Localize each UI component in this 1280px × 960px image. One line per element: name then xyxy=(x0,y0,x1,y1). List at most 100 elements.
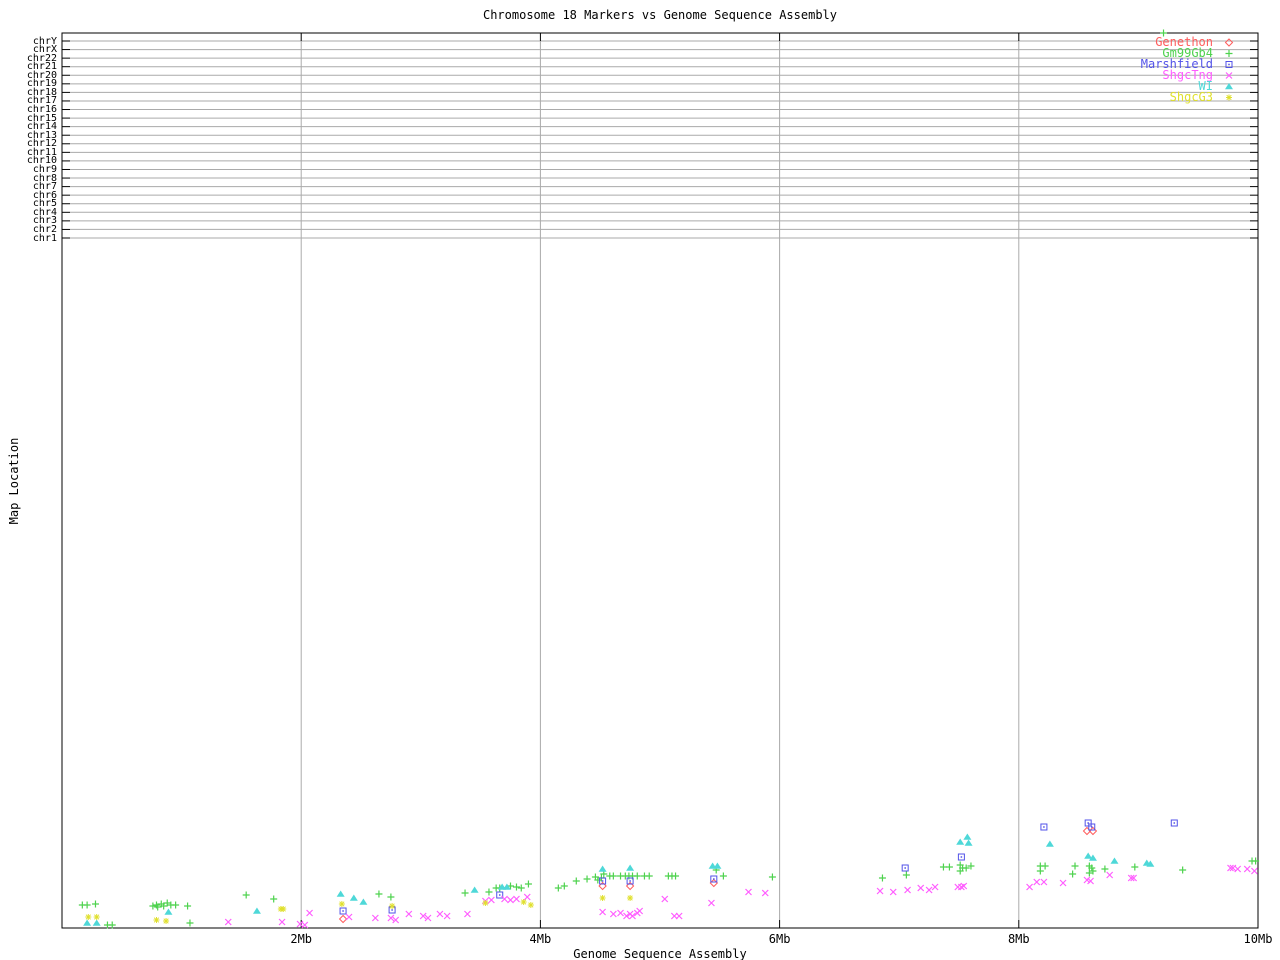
legend-open-diamond-icon xyxy=(1224,38,1234,47)
shgcg3-marker xyxy=(93,914,100,920)
shgctng-marker xyxy=(636,907,644,915)
legend-item: WI xyxy=(1141,79,1236,93)
marshfield-marker xyxy=(713,878,715,880)
shgcg3-marker xyxy=(163,918,170,924)
wi-marker xyxy=(83,919,92,926)
gm99gb4-marker xyxy=(83,901,91,909)
gm99gb4-marker xyxy=(387,893,395,901)
marshfield-marker xyxy=(1084,819,1092,827)
gm99gb4-marker xyxy=(878,874,886,882)
chart-title: Chromosome 18 Markers vs Genome Sequence… xyxy=(482,8,837,22)
shgctng-marker xyxy=(507,896,514,904)
legend-label: WI xyxy=(1198,79,1213,93)
marshfield-marker xyxy=(710,875,718,883)
shgcg3-marker xyxy=(338,901,345,907)
legend-label: Genethon xyxy=(1155,35,1213,49)
marshfield-marker xyxy=(1088,823,1096,831)
wi-marker xyxy=(1084,852,1093,859)
shgctng-marker xyxy=(419,912,427,920)
shgctng-marker xyxy=(889,888,897,896)
genethon-marker xyxy=(709,878,719,888)
shgctng-marker xyxy=(443,912,451,920)
marshfield-marker xyxy=(960,856,963,858)
shgctng-marker xyxy=(1106,871,1114,879)
shgctng-marker xyxy=(405,910,413,918)
legend-cross-icon xyxy=(1225,72,1233,79)
gm99gb4-marker xyxy=(1089,867,1097,875)
wi-marker xyxy=(252,907,261,914)
wi-marker xyxy=(164,908,173,915)
shgctng-marker xyxy=(609,910,617,918)
legend-open-square-dot-icon xyxy=(1228,63,1230,66)
wi-marker xyxy=(1045,840,1054,847)
shgctng-marker xyxy=(1033,878,1041,886)
legend-item: Gm99Gb4 xyxy=(1141,47,1236,59)
shgctng-marker xyxy=(708,899,715,907)
gm99gb4-marker xyxy=(645,872,653,880)
wi-marker xyxy=(1088,854,1097,861)
gm99gb4-marker xyxy=(1131,863,1139,871)
shgctng-marker xyxy=(1087,877,1094,885)
marshfield-marker xyxy=(498,894,501,896)
gm99gb4-marker xyxy=(1160,29,1168,37)
genethon-marker xyxy=(625,881,635,891)
legend-item: ShgcTng xyxy=(1141,69,1236,81)
marshfield-marker xyxy=(904,867,906,869)
gm99gb4-marker xyxy=(962,864,970,872)
shgctng-marker xyxy=(301,921,309,929)
legend-open-square-dot-icon xyxy=(1225,61,1233,68)
wi-marker xyxy=(1110,857,1119,864)
shgctng-marker xyxy=(617,909,624,917)
marshfield-marker xyxy=(601,880,604,882)
gm99gb4-marker xyxy=(517,884,525,892)
gm99gb4-marker xyxy=(242,891,250,899)
shgctng-marker xyxy=(1234,865,1242,873)
shgctng-marker xyxy=(501,895,508,903)
shgctng-marker xyxy=(224,918,232,926)
gm99gb4-marker xyxy=(902,871,910,879)
gm99gb4-marker xyxy=(163,899,171,907)
shgctng-marker xyxy=(675,912,683,920)
shgctng-marker xyxy=(1040,878,1048,886)
legend-triangle-icon xyxy=(1225,83,1233,90)
legend-label: Marshfield xyxy=(1140,57,1213,71)
shgctng-marker xyxy=(345,913,353,921)
gm99gb4-marker xyxy=(609,872,617,880)
wi-marker xyxy=(349,894,358,901)
legend-triangle-icon xyxy=(1225,83,1233,90)
gm99gb4-marker xyxy=(485,888,493,896)
gm99gb4-marker xyxy=(594,876,602,884)
legend-star-icon xyxy=(1226,94,1232,101)
gm99gb4-marker xyxy=(461,889,469,897)
legend-label: ShgcG3 xyxy=(1169,90,1213,104)
marshfield-marker xyxy=(1040,823,1048,831)
wi-marker xyxy=(502,883,511,890)
plot-border xyxy=(61,32,1259,929)
wi-marker xyxy=(92,919,101,926)
shgcg3-marker xyxy=(153,917,160,923)
marshfield-marker xyxy=(339,907,347,915)
gm99gb4-marker xyxy=(160,902,168,910)
legend-plus-icon xyxy=(1225,50,1233,57)
shgctng-marker xyxy=(745,888,752,896)
gm99gb4-marker xyxy=(186,919,194,927)
gm99gb4-marker xyxy=(583,875,591,883)
y-axis-title: Map Location xyxy=(7,437,21,525)
marshfield-marker xyxy=(1043,826,1045,828)
wi-marker xyxy=(336,890,345,897)
legend-item: ShgcG3 xyxy=(1141,90,1236,104)
shgctng-marker xyxy=(513,895,520,903)
shgctng-marker xyxy=(960,882,968,890)
gm99gb4-marker xyxy=(91,900,99,908)
shgctng-marker xyxy=(392,916,400,924)
wi-marker xyxy=(359,898,368,905)
gm99gb4-marker xyxy=(1041,862,1049,870)
wi-marker xyxy=(963,833,972,840)
shgctng-marker xyxy=(523,893,531,901)
wi-marker xyxy=(964,839,973,846)
gm99gb4-marker xyxy=(672,872,680,880)
shgcg3-marker xyxy=(520,899,527,905)
shgctng-marker xyxy=(661,895,669,903)
marshfield-marker xyxy=(496,891,504,899)
